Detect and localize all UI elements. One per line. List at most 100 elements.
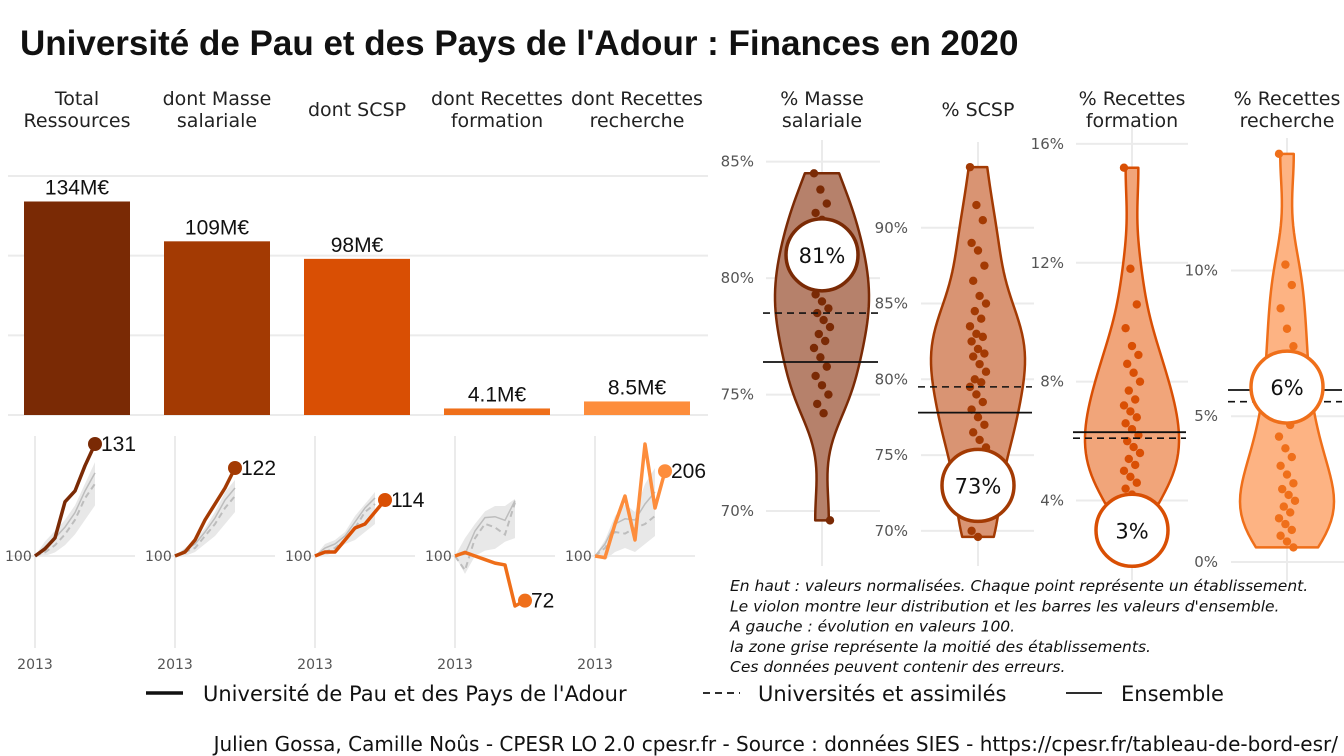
spark-end-label: 206: [671, 460, 706, 483]
violin-tick-label: 5%: [1194, 407, 1218, 425]
violin-point: [967, 405, 976, 414]
violin-tick-label: 80%: [875, 370, 908, 388]
violin-point: [967, 238, 976, 248]
violin-point: [1131, 460, 1140, 470]
violin-point: [1129, 442, 1138, 452]
violin-etab-label: 73%: [955, 474, 1002, 498]
violin-point: [1287, 280, 1297, 290]
bar-3: [304, 258, 410, 415]
violin-point: [972, 329, 981, 339]
violin-point: [1276, 461, 1285, 470]
violin-point: [980, 261, 989, 270]
violin-point: [981, 299, 991, 308]
violin-tick-label: 8%: [1040, 373, 1064, 391]
violin-point: [809, 343, 819, 353]
violin-point: [817, 381, 827, 390]
bar-5: [584, 401, 690, 415]
bar-value-label: 134M€: [45, 176, 110, 199]
sparkline-4: 72 100 2013: [425, 436, 555, 673]
violin-point: [1274, 514, 1284, 523]
violin-etab-marker: [784, 217, 860, 293]
bar-category-label: Ressources: [24, 110, 131, 132]
spark-year-label: 2013: [157, 657, 193, 673]
violin-point: [975, 435, 984, 445]
violin-point: [970, 375, 979, 384]
violin-point: [1135, 448, 1145, 458]
violin-point: [975, 359, 984, 369]
note-line: A gauche : évolution en valeurs 100.: [729, 618, 1015, 636]
legend: Université de Pau et des Pays de l'Adour…: [146, 682, 1224, 706]
violin-point: [1131, 395, 1140, 404]
legend-label: Universités et assimilés: [758, 682, 1006, 706]
spark-etab-line: [174, 467, 237, 558]
violin-point: [1123, 359, 1132, 369]
bar-value-label: 98M€: [331, 234, 384, 257]
violin-point: [1276, 304, 1285, 313]
bar-value-label: 109M€: [185, 216, 250, 239]
legend-label: Université de Pau et des Pays de l'Adour: [203, 682, 627, 706]
spark-end-point: [658, 464, 672, 479]
spark-end-label: 122: [241, 457, 276, 480]
sparkline-2: 122 100 2013: [145, 436, 276, 673]
legend-label: Ensemble: [1121, 682, 1224, 706]
violin-point: [1279, 502, 1289, 511]
violin-point: [822, 362, 831, 371]
violin-point: [817, 297, 827, 306]
spark-end-point: [228, 461, 242, 475]
spark-univ-line: [34, 483, 96, 557]
violin-point: [1119, 163, 1129, 172]
bar-category-label: dont Recettes: [571, 88, 703, 110]
spark-band: [455, 498, 515, 574]
violin-point: [1132, 413, 1142, 422]
violin-point: [825, 516, 835, 525]
note-line: Ces données peuvent contenir des erreurs…: [730, 658, 1065, 676]
violin-point: [1282, 537, 1292, 546]
violin-point: [978, 332, 987, 342]
violin-tick-label: 75%: [875, 446, 908, 464]
violin-point: [1281, 444, 1290, 453]
violin-point: [981, 367, 991, 376]
spark-etab-line: [33, 443, 97, 558]
spark-etab-line: [454, 550, 526, 608]
violin-point: [1276, 531, 1285, 540]
bar-value-label: 8.5M€: [608, 376, 667, 399]
violin-point: [973, 344, 983, 354]
sparkline-1: 131 100 2013: [5, 433, 136, 673]
violin-point: [811, 371, 820, 381]
violin-point: [1274, 432, 1284, 441]
note-line: la zone grise représente la moitié des é…: [730, 638, 1151, 656]
violin-point: [978, 215, 987, 225]
spark-end-label: 114: [391, 489, 425, 512]
violin-point: [1119, 466, 1129, 476]
violin-point: [816, 185, 825, 194]
violin-point: [813, 399, 822, 409]
violin-point: [973, 412, 983, 422]
bar-1: [24, 201, 130, 415]
spark-end-point: [518, 593, 532, 608]
sparkline-3: 114 100 2013: [285, 436, 425, 673]
violin-point: [1289, 479, 1298, 488]
violin-point: [1281, 260, 1290, 269]
violin-point: [973, 532, 983, 542]
bar-4: [444, 408, 550, 415]
violin-header: formation: [1086, 110, 1178, 132]
violin-point: [967, 337, 976, 346]
spark-etab-line: [594, 442, 667, 560]
violin-point: [969, 276, 978, 286]
violin-point: [1124, 386, 1134, 395]
violin-tick-label: 12%: [1031, 254, 1064, 272]
bar-2: [164, 241, 270, 415]
spark-year-label: 2013: [577, 657, 613, 673]
violin-2: 90% 85% 80% 75% 70% % SCSP 73%: [875, 99, 1034, 566]
violin-header: salariale: [782, 110, 862, 132]
violin-tick-label: 16%: [1031, 135, 1064, 153]
spark-base-label: 100: [425, 549, 452, 565]
spark-end-label: 72: [531, 590, 554, 613]
violin-point: [1287, 452, 1297, 462]
